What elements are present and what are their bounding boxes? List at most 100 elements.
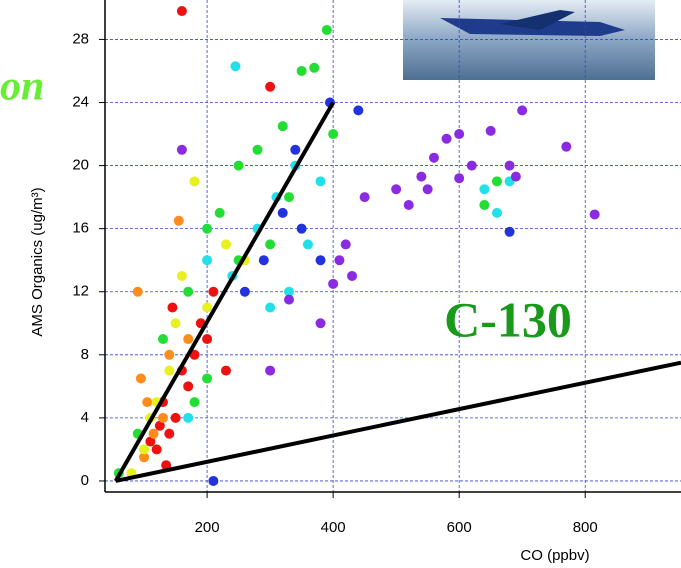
point bbox=[277, 121, 288, 132]
point bbox=[359, 192, 370, 203]
point bbox=[328, 278, 339, 289]
y-tick-label: 12 bbox=[72, 283, 89, 300]
point bbox=[428, 152, 439, 163]
point bbox=[589, 209, 600, 220]
point bbox=[151, 444, 162, 455]
point bbox=[441, 133, 452, 144]
point bbox=[466, 160, 477, 171]
point bbox=[391, 184, 402, 195]
y-tick-label: 8 bbox=[81, 346, 89, 363]
point bbox=[347, 270, 358, 281]
point bbox=[170, 318, 181, 329]
point bbox=[183, 334, 194, 345]
point bbox=[202, 373, 213, 384]
point bbox=[416, 171, 427, 182]
point bbox=[252, 144, 263, 155]
point bbox=[504, 226, 515, 237]
point bbox=[208, 286, 219, 297]
point bbox=[454, 173, 465, 184]
point bbox=[164, 428, 175, 439]
point bbox=[208, 475, 219, 486]
point bbox=[284, 294, 295, 305]
y-tick-label: 28 bbox=[72, 30, 89, 47]
annotation: C-130 bbox=[444, 291, 572, 347]
point bbox=[142, 397, 153, 408]
point bbox=[517, 105, 528, 116]
point bbox=[202, 334, 213, 345]
point bbox=[230, 61, 241, 72]
point bbox=[296, 65, 307, 76]
point bbox=[510, 171, 521, 182]
point bbox=[164, 349, 175, 360]
point bbox=[491, 207, 502, 218]
point bbox=[353, 105, 364, 116]
point bbox=[139, 444, 150, 455]
point bbox=[479, 200, 490, 210]
x-axis-label: CO (ppbv) bbox=[520, 547, 589, 564]
y-tick-label: 0 bbox=[81, 472, 89, 489]
fit-line bbox=[113, 101, 335, 482]
point bbox=[290, 144, 301, 155]
point bbox=[183, 381, 194, 392]
x-tick-label: 200 bbox=[195, 519, 220, 536]
point bbox=[315, 318, 326, 329]
point bbox=[176, 270, 187, 281]
point bbox=[214, 207, 225, 218]
x-tick-label: 400 bbox=[321, 519, 346, 536]
point bbox=[176, 144, 187, 155]
point bbox=[403, 200, 414, 210]
point bbox=[265, 239, 276, 250]
point bbox=[233, 160, 244, 171]
point bbox=[265, 81, 276, 92]
point bbox=[202, 223, 213, 234]
title-fragment: on bbox=[0, 64, 44, 110]
point bbox=[139, 452, 150, 463]
point bbox=[220, 239, 231, 250]
point bbox=[315, 176, 326, 187]
point bbox=[157, 412, 168, 423]
point bbox=[561, 141, 572, 152]
point bbox=[284, 192, 295, 203]
point bbox=[183, 286, 194, 297]
y-tick-label: 4 bbox=[81, 409, 89, 426]
point bbox=[164, 365, 175, 376]
y-axis-label: AMS Organics (ug/m³) bbox=[29, 187, 46, 336]
point bbox=[202, 302, 213, 313]
point bbox=[176, 6, 187, 17]
point bbox=[189, 397, 200, 408]
point bbox=[485, 125, 496, 136]
fit-line bbox=[115, 360, 681, 483]
point bbox=[309, 62, 320, 73]
point bbox=[132, 286, 143, 297]
point bbox=[422, 184, 433, 195]
point bbox=[202, 255, 213, 266]
y-tick-label: 16 bbox=[72, 220, 89, 237]
y-tick-label: 20 bbox=[72, 157, 89, 174]
point bbox=[145, 436, 156, 447]
point bbox=[258, 255, 269, 266]
point bbox=[161, 460, 172, 471]
point bbox=[265, 365, 276, 376]
point bbox=[189, 349, 200, 360]
point bbox=[454, 129, 465, 140]
point bbox=[334, 255, 345, 266]
point bbox=[135, 373, 146, 384]
point bbox=[265, 302, 276, 313]
point bbox=[302, 239, 313, 250]
point bbox=[321, 24, 332, 35]
point bbox=[148, 428, 159, 439]
y-tick-label: 24 bbox=[72, 93, 89, 110]
x-tick-label: 800 bbox=[573, 519, 598, 536]
point bbox=[183, 412, 194, 423]
point bbox=[328, 129, 339, 140]
point bbox=[315, 255, 326, 266]
x-tick-label: 600 bbox=[447, 519, 472, 536]
point bbox=[170, 412, 181, 423]
point bbox=[239, 286, 250, 297]
point bbox=[277, 207, 288, 218]
point bbox=[504, 160, 515, 171]
point bbox=[340, 239, 351, 250]
point bbox=[296, 223, 307, 234]
point bbox=[173, 215, 184, 226]
